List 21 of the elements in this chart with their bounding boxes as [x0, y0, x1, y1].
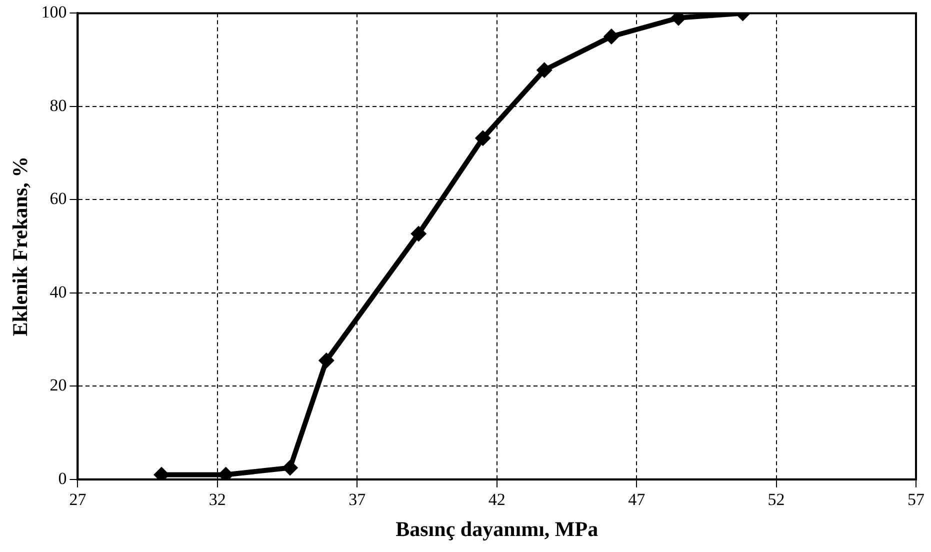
y-tick-label: 80: [50, 96, 67, 115]
y-tick-label: 40: [50, 282, 67, 302]
y-tick-label: 0: [58, 468, 67, 488]
x-tick-label: 47: [628, 490, 646, 510]
x-tick-label: 32: [208, 490, 226, 510]
point: [603, 28, 620, 45]
point: [318, 352, 334, 369]
y-axis-title: Eklenik Frekans, %: [8, 156, 32, 336]
x-tick-label: 37: [348, 490, 366, 510]
x-tick-label: 57: [908, 490, 925, 510]
point: [536, 62, 552, 78]
x-tick-label: 27: [69, 490, 87, 510]
x-tick-label: 52: [768, 490, 785, 510]
point: [474, 130, 491, 146]
point: [410, 226, 427, 242]
y-tick-label: 60: [50, 189, 67, 208]
y-tick-label: 100: [41, 2, 67, 22]
y-tick-label: 20: [50, 376, 67, 395]
x-tick-label: 42: [488, 490, 506, 510]
x-axis-title: Basınç dayanımı, MPa: [396, 516, 599, 541]
point: [282, 460, 298, 476]
